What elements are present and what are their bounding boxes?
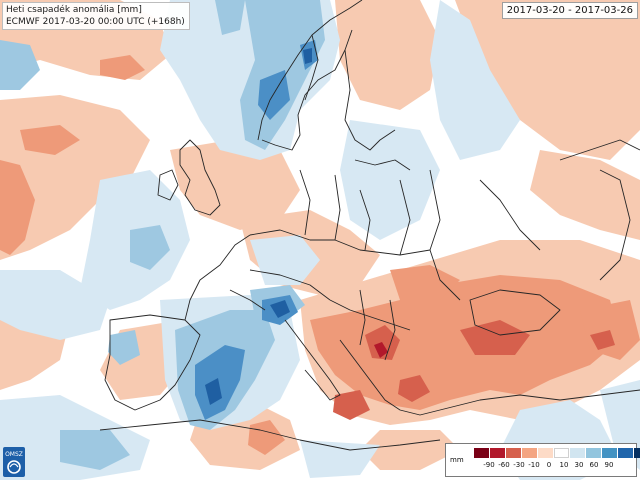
model-run-label: ECMWF 2017-03-20 00:00 UTC (+168h) [6,17,185,27]
legend-swatch [522,448,538,458]
dry-anomaly-medium-zones [0,55,640,455]
legend-swatch [634,448,640,458]
legend-ticks: -90 -60 -30 -10 0 10 30 60 90 [474,461,639,473]
dry-anomaly-strong-cores [333,320,615,420]
legend-swatch [570,448,586,458]
legend-tick-label: -90 [483,461,495,469]
legend-tick-label: 10 [559,461,569,469]
legend-unit: mm [450,456,464,464]
legend-tick-label: 90 [604,461,614,469]
legend-tick-label: -30 [513,461,525,469]
color-legend: mm -90 -60 -30 -10 0 10 30 60 90 [445,443,640,477]
legend-tick-label: 30 [574,461,584,469]
legend-swatch [554,448,570,458]
coastlines-and-borders [99,0,640,451]
legend-swatch [490,448,506,458]
map-title: Heti csapadék anomália [mm] [6,5,142,15]
legend-swatch [618,448,634,458]
map-title-panel: Heti csapadék anomália [mm] ECMWF 2017-0… [2,2,190,30]
omsz-logo-text: OMSZ [5,451,23,458]
legend-swatch [538,448,554,458]
wet-anomaly-very-strong-cores [205,48,312,405]
legend-swatch [586,448,602,458]
date-range-label: 2017-03-20 - 2017-03-26 [501,2,638,19]
legend-tick-label: -10 [528,461,540,469]
legend-tick-label: -60 [498,461,510,469]
legend-swatch [506,448,522,458]
legend-tick-label: 0 [546,461,552,469]
omsz-logo-icon: OMSZ [3,447,25,477]
legend-swatch [602,448,618,458]
legend-tick-label: 60 [589,461,599,469]
legend-swatches [474,448,640,458]
legend-swatch [474,448,490,458]
